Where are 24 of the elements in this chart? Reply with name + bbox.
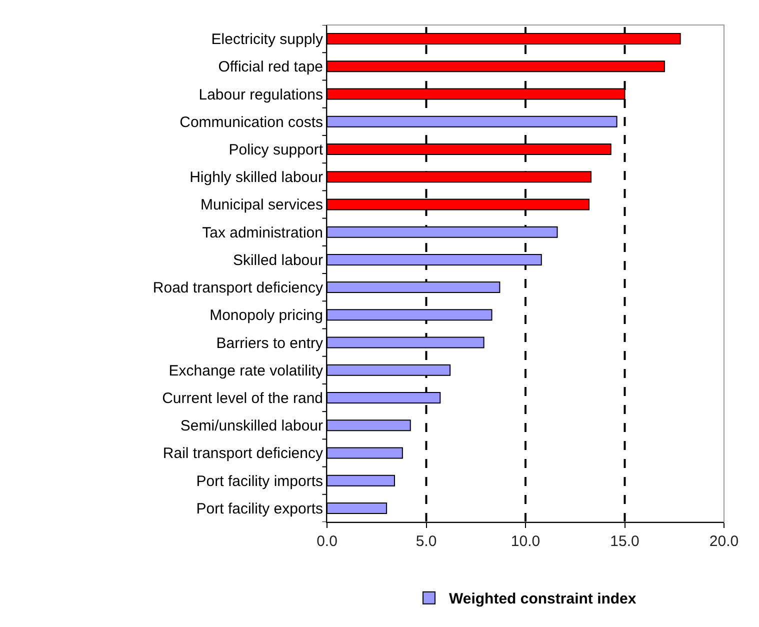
x-tick-label: 15.0 [610,533,640,550]
y-tick-label: Current level of the rand [162,390,323,407]
y-tick-label: Port facility imports [196,472,323,490]
y-tick-label: Port facility exports [196,500,323,518]
x-tick-label: 20.0 [709,533,739,550]
y-tick-label: Labour regulations [198,86,323,104]
x-tick-label: 5.0 [416,533,437,550]
legend-label: Weighted constraint index [449,590,637,608]
y-tick-label: Official red tape [218,58,323,76]
y-tick-label: Electricity supply [211,31,324,48]
y-tick-label: Highly skilled labour [190,169,323,186]
y-tick-label: Road transport deficiency [152,280,324,297]
x-tick-label: 10.0 [510,533,540,550]
y-tick-label: Municipal services [200,196,323,214]
y-tick-label: Semi/unskilled labour [180,418,323,435]
y-tick-label: Policy support [228,142,324,158]
y-tick-label: Rail transport deficiency [162,445,324,462]
y-tick-label: Barriers to entry [216,334,324,352]
y-tick-label: Communication costs [180,114,323,131]
y-tick-label: Tax administration [202,224,323,242]
y-tick-label: Skilled labour [232,252,323,269]
y-tick-label: Exchange rate volatility [168,362,324,380]
x-tick-label: 0.0 [316,533,338,550]
y-tick-label: Monopoly pricing [210,307,323,324]
